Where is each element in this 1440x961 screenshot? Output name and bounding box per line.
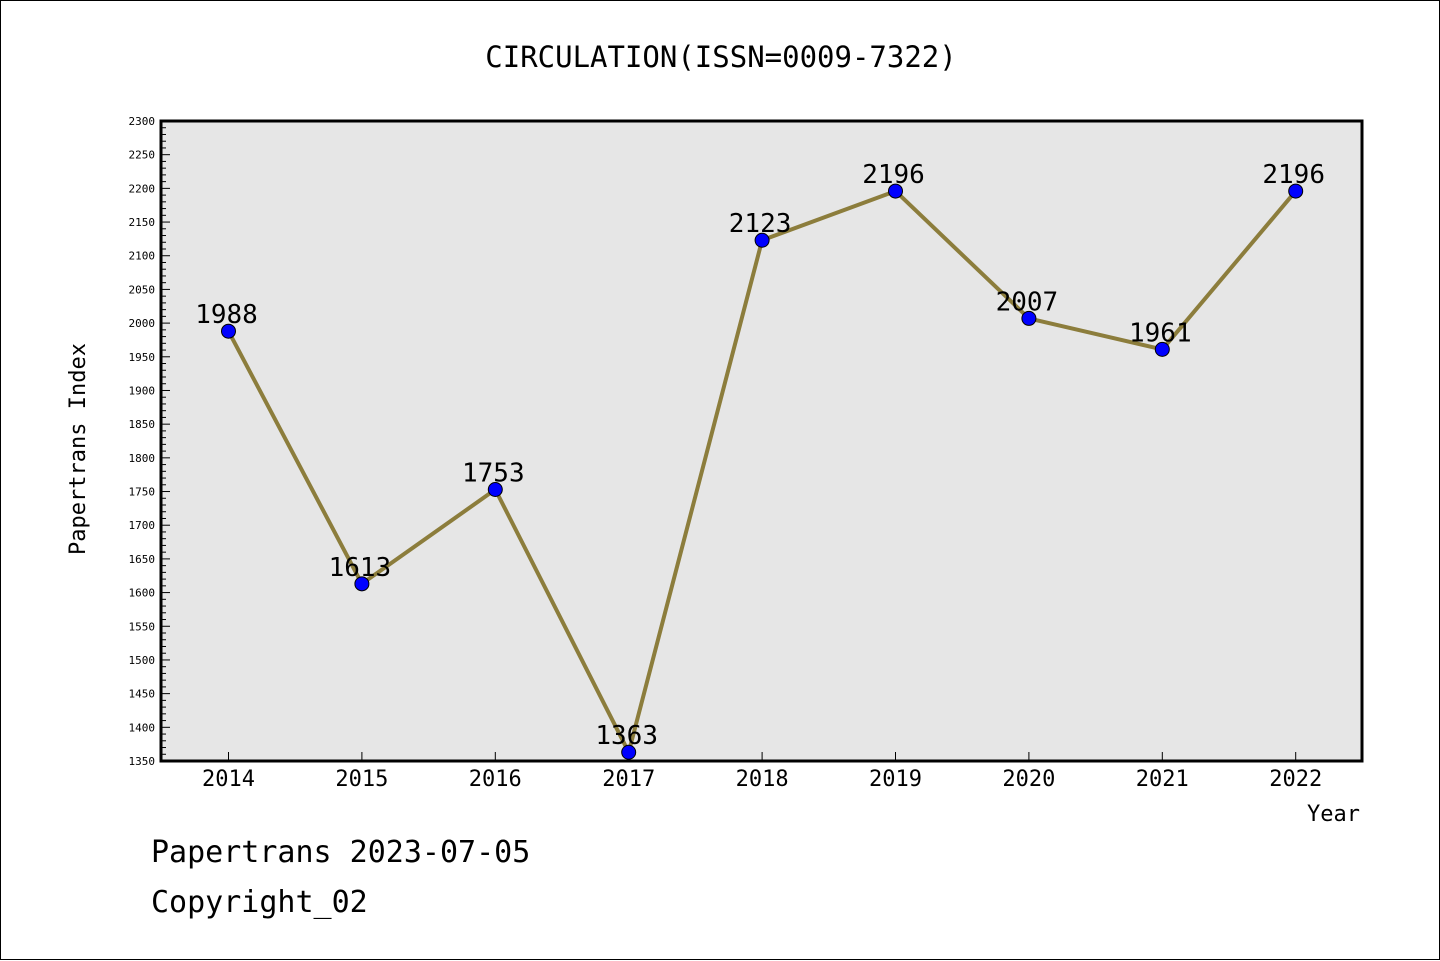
data-label: 1363	[595, 721, 658, 751]
y-tick-label: 1600	[129, 587, 156, 600]
y-tick-label: 1650	[129, 553, 156, 566]
footer-copyright: Copyright_02	[151, 885, 368, 920]
y-tick-label: 2000	[129, 317, 156, 330]
data-point	[888, 183, 903, 199]
x-axis: 2014 2015 2016 2017 2018 2019 2020 2021 2022	[202, 752, 1322, 792]
data-label: 2007	[996, 287, 1059, 317]
y-tick-label: 1550	[129, 620, 156, 633]
y-tick-label: 2200	[129, 182, 156, 195]
y-tick-label: 1850	[129, 418, 156, 431]
data-label: 2196	[862, 160, 925, 190]
data-point	[1021, 310, 1037, 326]
y-tick-label: 1800	[129, 452, 156, 465]
y-tick-label: 1950	[129, 351, 156, 364]
x-tick-label: 2016	[469, 767, 522, 792]
footer-date: Papertrans 2023-07-05	[151, 835, 531, 870]
x-tick-label: 2014	[202, 767, 255, 792]
x-tick-label: 2017	[602, 767, 655, 792]
y-tick-label: 1900	[129, 384, 156, 397]
y-tick-label: 1400	[129, 721, 156, 734]
y-axis-label: Papertrans Index	[66, 343, 91, 555]
y-tick-label: 2250	[129, 149, 156, 162]
x-tick-label: 2019	[869, 767, 922, 792]
data-label: 1988	[195, 300, 258, 330]
data-point	[487, 482, 503, 498]
chart-title: CIRCULATION(ISSN=0009-7322)	[485, 40, 956, 74]
data-point	[621, 744, 637, 760]
data-label: 1613	[329, 553, 392, 583]
data-point	[221, 323, 236, 339]
y-tick-label: 1350	[129, 755, 156, 768]
plot-area	[159, 119, 1364, 763]
data-label: 2196	[1262, 160, 1325, 190]
y-axis: 1350 1400 1450 1500 1550 1600 1650 1700 1750 1800…	[129, 115, 170, 768]
y-tick-label: 2050	[129, 283, 156, 296]
x-tick-label: 2021	[1136, 767, 1189, 792]
x-tick-label: 2018	[736, 767, 789, 792]
x-axis-label: Year	[1307, 802, 1360, 827]
data-point	[1288, 183, 1304, 199]
y-tick-label: 1500	[129, 654, 156, 667]
x-tick-label: 2022	[1269, 767, 1322, 792]
y-tick-label: 1750	[129, 486, 156, 499]
data-point	[354, 576, 370, 592]
data-label: 2123	[729, 209, 792, 239]
y-tick-label: 1700	[129, 519, 156, 532]
y-tick-label: 2300	[129, 115, 156, 128]
data-label: 1961	[1129, 318, 1192, 348]
y-tick-label: 2150	[129, 216, 156, 229]
x-tick-label: 2015	[335, 767, 388, 792]
data-point	[1154, 341, 1170, 357]
series-layer: 1988 1613 1753 1363 2123 2196 2007 1961 2196	[195, 160, 1325, 760]
data-label: 1753	[462, 459, 525, 489]
y-tick-label: 1450	[129, 688, 156, 701]
x-tick-label: 2020	[1002, 767, 1055, 792]
data-point	[754, 232, 770, 248]
y-tick-label: 2100	[129, 250, 156, 263]
